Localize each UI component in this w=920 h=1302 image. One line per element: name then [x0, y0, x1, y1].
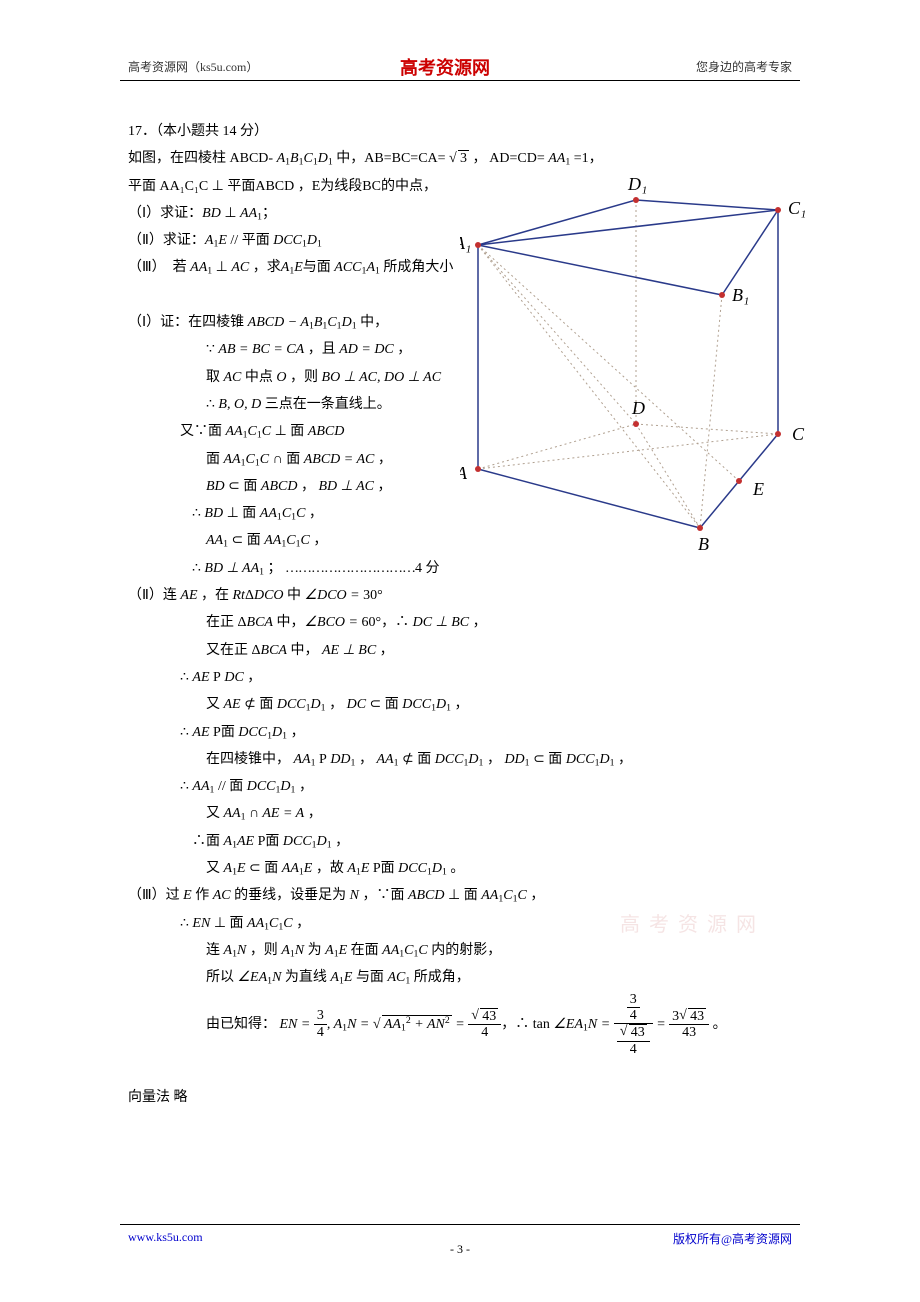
svg-text:E: E: [752, 479, 764, 499]
sol2-l3: 又在正 ΔBCA 中， AE ⊥ BC ，: [128, 637, 808, 664]
svg-text:A: A: [460, 463, 468, 483]
sol2-l9: 又 AA1 ∩ AE = A ，: [128, 800, 808, 827]
svg-text:D₁: D₁: [627, 174, 647, 194]
sol3-l1: （Ⅲ）过 E 作 AC 的垂线，设垂足为 N ，∵面 ABCD ⊥ 面 AA1C…: [128, 882, 808, 909]
svg-text:A₁: A₁: [460, 233, 471, 253]
header-center: 高考资源网: [400, 54, 490, 80]
sol2-l8: ∴ AA1 // 面 DCC1D1 ，: [128, 773, 808, 800]
svg-text:C₁: C₁: [788, 198, 806, 218]
tail-note: 向量法 略: [128, 1084, 808, 1111]
sol2-l7: 在四棱锥中， AA1 P DD1 ， AA1 ⊄ 面 DCC1D1 ， DD1 …: [128, 746, 808, 773]
sol2-l1: （Ⅱ）连 AE ，在 RtΔDCO 中 ∠DCO = 30°: [128, 582, 808, 609]
sol3-l5: 由已知得： EN = 34, A1N = AA12 + AN2 = 434，∴ …: [128, 992, 808, 1058]
sol3-l4: 所以 ∠EA1N 为直线 A1E 与面 AC1 所成角，: [128, 964, 808, 991]
problem-intro-1: 如图，在四棱柱 ABCD- A1B1C1D1 中，AB=BC=CA= 3 ， A…: [128, 145, 808, 172]
footer-rule: [120, 1224, 800, 1225]
header-rule: [120, 80, 800, 81]
header-left: 高考资源网（ks5u.com）: [128, 58, 258, 75]
watermark: 高 考 资 源 网: [620, 908, 758, 937]
sol2-l2: 在正 ΔBCA 中，∠BCO = 60°，∴ DC ⊥ BC ，: [128, 609, 808, 636]
prism-figure: A₁ D₁ C₁ B₁ A D C B E: [460, 170, 810, 570]
sol2-l4: ∴ AE P DC ，: [128, 664, 808, 691]
svg-text:B₁: B₁: [732, 285, 749, 305]
sol2-l10: ∴面 A1AE P面 DCC1D1 ，: [128, 828, 808, 855]
problem-number: 17．（本小题共 14 分）: [128, 118, 808, 145]
svg-text:C: C: [792, 424, 805, 444]
svg-text:D: D: [631, 398, 645, 418]
sol2-l5: 又 AE ⊄ 面 DCC1D1 ， DC ⊂ 面 DCC1D1 ，: [128, 691, 808, 718]
sol3-l3: 连 A1N ，则 A1N 为 A1E 在面 AA1C1C 内的射影，: [128, 937, 808, 964]
header-right: 您身边的高考专家: [696, 58, 792, 75]
sol2-l11: 又 A1E ⊂ 面 AA1E ，故 A1E P面 DCC1D1 。: [128, 855, 808, 882]
svg-text:B: B: [698, 534, 709, 554]
footer-page: - 3 -: [0, 1242, 920, 1257]
sol2-l6: ∴ AE P面 DCC1D1 ，: [128, 719, 808, 746]
page-header: 高考资源网（ks5u.com） 高考资源网 您身边的高考专家: [0, 58, 920, 86]
